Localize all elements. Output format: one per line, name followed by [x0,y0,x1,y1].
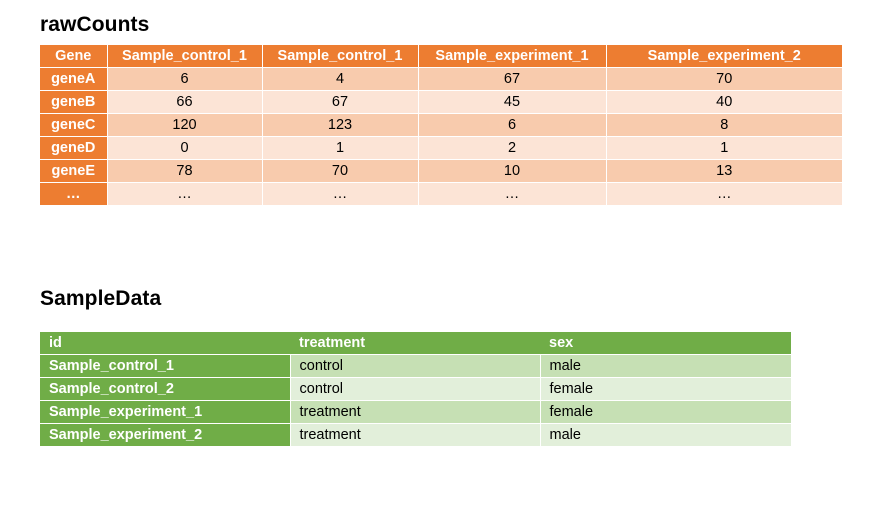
sample-id-cell: Sample_control_2 [40,377,291,401]
table-row: geneD 0 1 2 1 [40,136,842,160]
count-cell: 13 [606,159,842,183]
raw-counts-header-row: Gene Sample_control_1 Sample_control_1 S… [40,45,842,68]
count-cell: … [107,182,263,206]
count-cell: 2 [418,136,607,160]
column-header-sample-2: Sample_control_1 [262,45,419,68]
table-row: Sample_experiment_1 treatment female [40,400,791,424]
table-row: geneC 120 123 6 8 [40,113,842,137]
column-header-sample-4: Sample_experiment_2 [606,45,842,68]
count-cell: 70 [606,67,842,91]
count-cell: 120 [107,113,263,137]
sample-id-cell: Sample_control_1 [40,354,291,378]
column-header-gene: Gene [40,45,108,68]
sample-data-title: SampleData [40,287,162,310]
treatment-cell: control [290,354,541,378]
table-row: Sample_experiment_2 treatment male [40,423,791,447]
count-cell: 123 [262,113,419,137]
treatment-cell: treatment [290,400,541,424]
sex-cell: female [540,400,791,424]
count-cell: 66 [107,90,263,114]
count-cell: 1 [606,136,842,160]
count-cell: 1 [262,136,419,160]
gene-name-cell: geneD [40,136,108,160]
sample-id-cell: Sample_experiment_1 [40,400,291,424]
gene-name-cell: geneE [40,159,108,183]
count-cell: 8 [606,113,842,137]
count-cell: 67 [262,90,419,114]
count-cell: 70 [262,159,419,183]
count-cell: 10 [418,159,607,183]
sample-data-header-row: id treatment sex [40,332,791,355]
column-header-sample-1: Sample_control_1 [107,45,263,68]
table-row: Sample_control_1 control male [40,354,791,378]
count-cell: 0 [107,136,263,160]
sex-cell: female [540,377,791,401]
treatment-cell: treatment [290,423,541,447]
sex-cell: male [540,423,791,447]
table-row: Sample_control_2 control female [40,377,791,401]
table-row: geneE 78 70 10 13 [40,159,842,183]
table-row: geneA 6 4 67 70 [40,67,842,91]
gene-name-cell: geneC [40,113,108,137]
count-cell: 45 [418,90,607,114]
sample-data-table: id treatment sex Sample_control_1 contro… [40,332,791,447]
treatment-cell: control [290,377,541,401]
raw-counts-title: rawCounts [40,13,150,36]
gene-name-cell: geneA [40,67,108,91]
sex-cell: male [540,354,791,378]
table-row: geneB 66 67 45 40 [40,90,842,114]
count-cell: 40 [606,90,842,114]
count-cell: 4 [262,67,419,91]
count-cell: 67 [418,67,607,91]
count-cell: 78 [107,159,263,183]
column-header-treatment: treatment [290,332,540,355]
gene-name-cell: … [40,182,108,206]
count-cell: … [418,182,607,206]
gene-name-cell: geneB [40,90,108,114]
sample-id-cell: Sample_experiment_2 [40,423,291,447]
count-cell: … [262,182,419,206]
count-cell: 6 [107,67,263,91]
column-header-sex: sex [540,332,791,355]
column-header-sample-3: Sample_experiment_1 [418,45,607,68]
count-cell: 6 [418,113,607,137]
table-row-ellipsis: … … … … … [40,182,842,206]
count-cell: … [606,182,842,206]
column-header-id: id [40,332,290,355]
raw-counts-table: Gene Sample_control_1 Sample_control_1 S… [40,45,842,206]
